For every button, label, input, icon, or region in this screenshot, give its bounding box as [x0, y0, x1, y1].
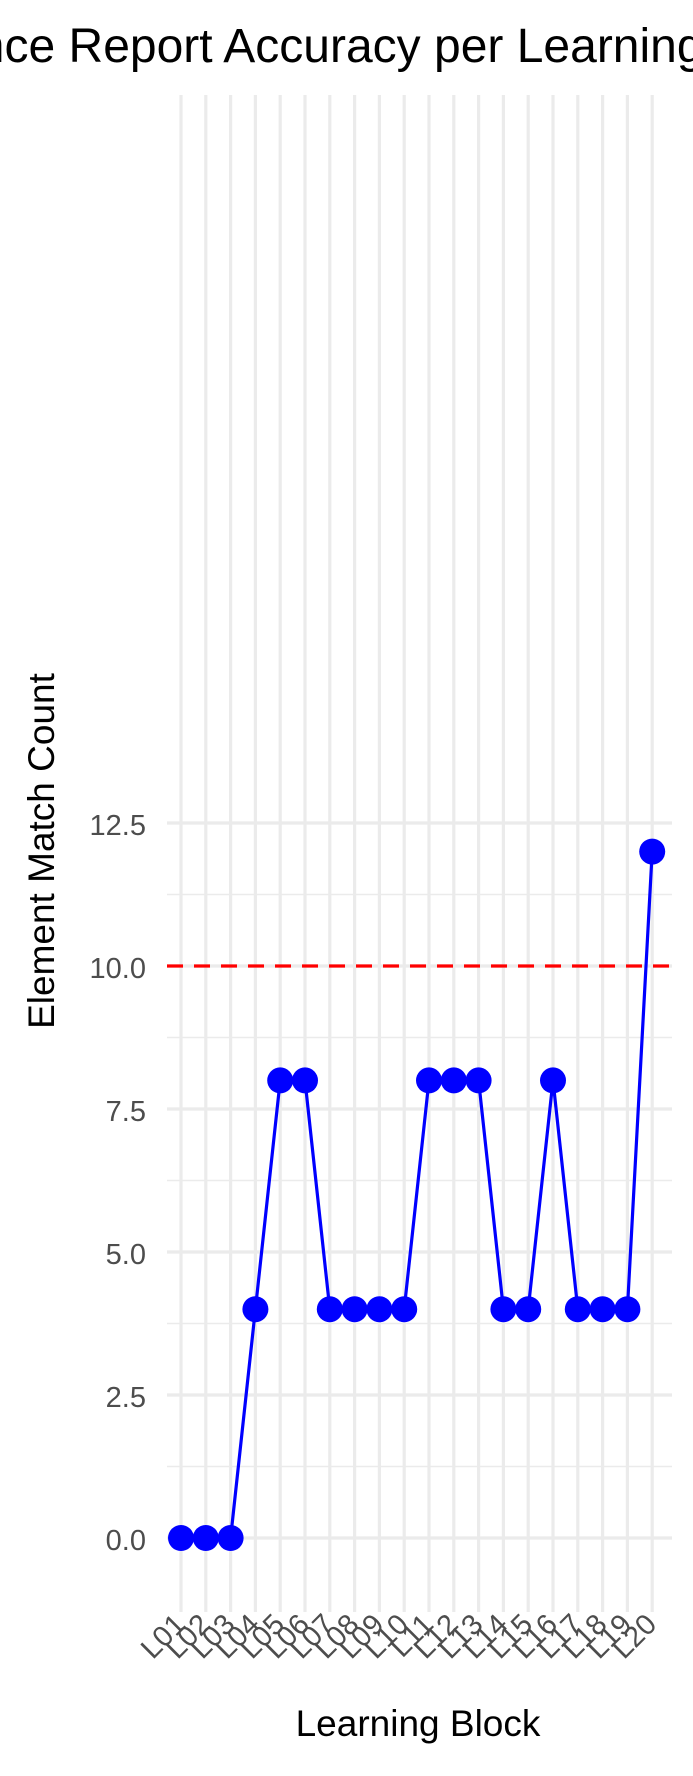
y-tick-label: 2.5	[106, 1382, 146, 1414]
data-point	[168, 1525, 194, 1551]
data-point	[316, 1296, 343, 1323]
data-point	[540, 1067, 566, 1094]
y-tick-label: 5.0	[106, 1239, 146, 1271]
x-axis-title: Learning Block	[296, 1703, 541, 1744]
data-point	[391, 1296, 418, 1323]
data-point	[292, 1067, 318, 1094]
data-point	[242, 1296, 269, 1323]
data-point	[589, 1296, 616, 1323]
series-line	[181, 851, 654, 1540]
data-point	[192, 1525, 219, 1551]
data-point	[515, 1296, 542, 1323]
data-point	[564, 1296, 591, 1323]
grid	[167, 95, 672, 1612]
data-point	[614, 1296, 641, 1323]
data-point	[639, 838, 666, 865]
data-point	[267, 1067, 294, 1094]
y-tick-label: 0.0	[106, 1525, 146, 1557]
data-point	[416, 1067, 442, 1094]
data-point	[366, 1296, 393, 1323]
y-tick-label: 7.5	[106, 1096, 146, 1128]
data-point	[341, 1296, 368, 1323]
x-axis-ticks: L01L02L03L04L05L06L07L08L09L10L11L12L13L…	[135, 1608, 663, 1665]
data-point	[440, 1067, 467, 1094]
y-axis-ticks: 0.0 2.5 5.0 7.5 10.0 12.5	[90, 810, 146, 1557]
y-tick-label: 12.5	[90, 810, 146, 842]
series-layer	[168, 838, 666, 1551]
data-point	[465, 1067, 492, 1094]
data-point	[217, 1525, 244, 1551]
data-point	[490, 1296, 517, 1323]
y-axis-title: Element Match Count	[21, 672, 62, 1029]
y-tick-label: 10.0	[90, 953, 146, 985]
chart-title: Evidence Report Accuracy per Learning Bl…	[0, 20, 693, 73]
